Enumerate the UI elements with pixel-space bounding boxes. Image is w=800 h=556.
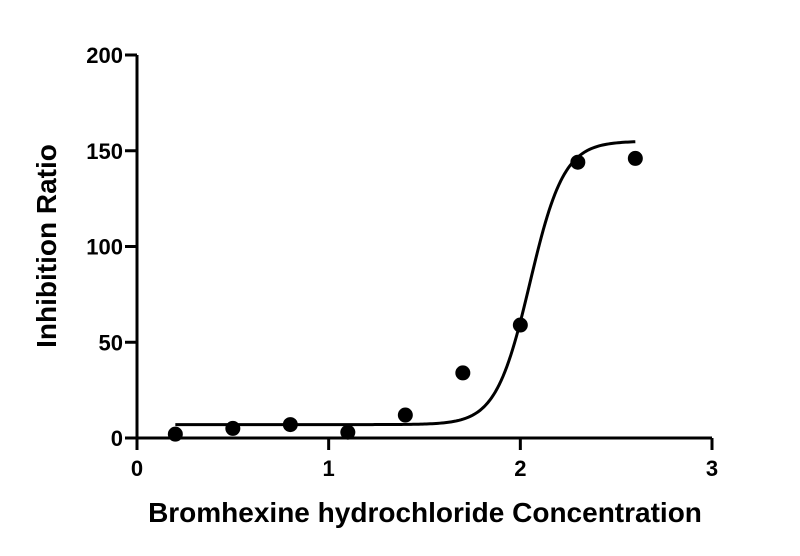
axes [135, 55, 712, 440]
y-tick-label: 150 [86, 139, 123, 164]
x-tick-label: 0 [131, 456, 143, 481]
data-point [512, 317, 528, 333]
x-tick-label: 1 [323, 456, 335, 481]
data-point [397, 407, 413, 423]
y-tick-label: 0 [111, 426, 123, 451]
x-tick-label: 3 [706, 456, 718, 481]
data-point [225, 420, 241, 436]
data-point [627, 150, 643, 166]
data-point [340, 424, 356, 440]
data-point [282, 417, 298, 433]
y-tick-label: 100 [86, 235, 123, 260]
data-point [167, 426, 183, 442]
data-point [455, 365, 471, 381]
tick-labels: 0 50 100 150 200 0 1 2 3 [86, 43, 718, 481]
data-points [167, 150, 643, 442]
x-axis-label: Bromhexine hydrochloride Concentration [148, 497, 702, 528]
x-tick-label: 2 [514, 456, 526, 481]
ticks [125, 53, 714, 450]
y-axis-label: Inhibition Ratio [31, 144, 62, 348]
fit-curve [175, 140, 636, 427]
y-tick-label: 50 [99, 330, 123, 355]
y-tick-label: 200 [86, 43, 123, 68]
data-point [570, 154, 586, 170]
